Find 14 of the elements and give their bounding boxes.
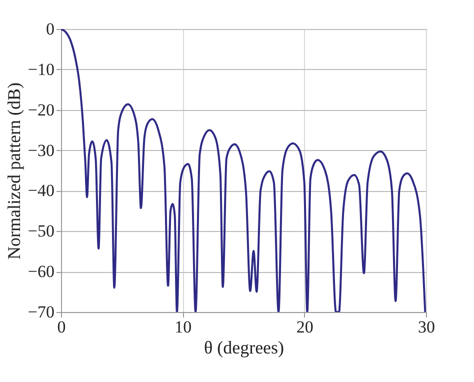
x-tick-label: 0: [57, 318, 66, 336]
y-tick-label: −20: [28, 100, 54, 120]
x-axis-title: θ (degrees): [204, 338, 284, 358]
y-tick-label: −50: [28, 222, 54, 241]
y-tick-label: −60: [28, 262, 54, 282]
y-tick-label: −10: [28, 60, 54, 79]
y-tick-label: −70: [28, 302, 54, 322]
x-tick-label: 10: [174, 318, 192, 336]
x-tick-label: 20: [296, 318, 314, 336]
y-axis-title: Normalized pattern (dB): [4, 82, 24, 260]
x-tick-label: 30: [418, 318, 435, 336]
y-tick-label: −30: [28, 140, 54, 160]
y-tick-label: −40: [28, 181, 54, 200]
y-tick-label: 0: [46, 20, 54, 38]
